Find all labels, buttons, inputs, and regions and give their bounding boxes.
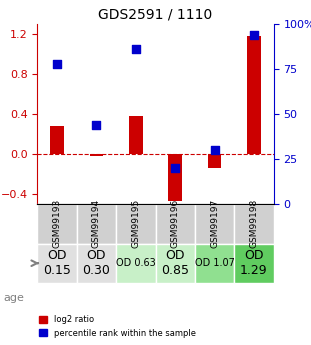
Point <box>212 147 217 153</box>
FancyBboxPatch shape <box>37 204 77 244</box>
Text: OD
1.29: OD 1.29 <box>240 249 268 277</box>
Bar <box>129 116 143 154</box>
Text: GSM99193: GSM99193 <box>53 199 62 248</box>
Point <box>133 47 138 52</box>
Title: GDS2591 / 1110: GDS2591 / 1110 <box>98 8 213 22</box>
FancyBboxPatch shape <box>156 204 195 244</box>
FancyBboxPatch shape <box>195 204 234 244</box>
Text: OD
0.30: OD 0.30 <box>82 249 110 277</box>
FancyBboxPatch shape <box>234 244 274 283</box>
Text: age: age <box>3 294 24 303</box>
Bar <box>208 154 221 168</box>
Bar <box>247 36 261 154</box>
Bar <box>90 154 103 156</box>
Text: GSM99198: GSM99198 <box>249 199 258 248</box>
FancyBboxPatch shape <box>77 204 116 244</box>
FancyBboxPatch shape <box>234 204 274 244</box>
FancyBboxPatch shape <box>116 244 156 283</box>
Point <box>54 61 59 67</box>
FancyBboxPatch shape <box>156 244 195 283</box>
Point <box>252 32 257 38</box>
Point <box>173 165 178 171</box>
Text: OD 0.63: OD 0.63 <box>116 258 156 268</box>
Bar <box>168 154 182 201</box>
Point <box>94 122 99 128</box>
Text: OD 1.07: OD 1.07 <box>195 258 234 268</box>
Bar <box>50 126 64 154</box>
Text: GSM99195: GSM99195 <box>131 199 140 248</box>
FancyBboxPatch shape <box>77 244 116 283</box>
Text: GSM99194: GSM99194 <box>92 199 101 248</box>
Text: OD
0.15: OD 0.15 <box>43 249 71 277</box>
FancyBboxPatch shape <box>195 244 234 283</box>
Text: OD
0.85: OD 0.85 <box>161 249 189 277</box>
Text: GSM99197: GSM99197 <box>210 199 219 248</box>
Text: GSM99196: GSM99196 <box>171 199 180 248</box>
FancyBboxPatch shape <box>37 244 77 283</box>
FancyBboxPatch shape <box>116 204 156 244</box>
Legend: log2 ratio, percentile rank within the sample: log2 ratio, percentile rank within the s… <box>35 312 199 341</box>
